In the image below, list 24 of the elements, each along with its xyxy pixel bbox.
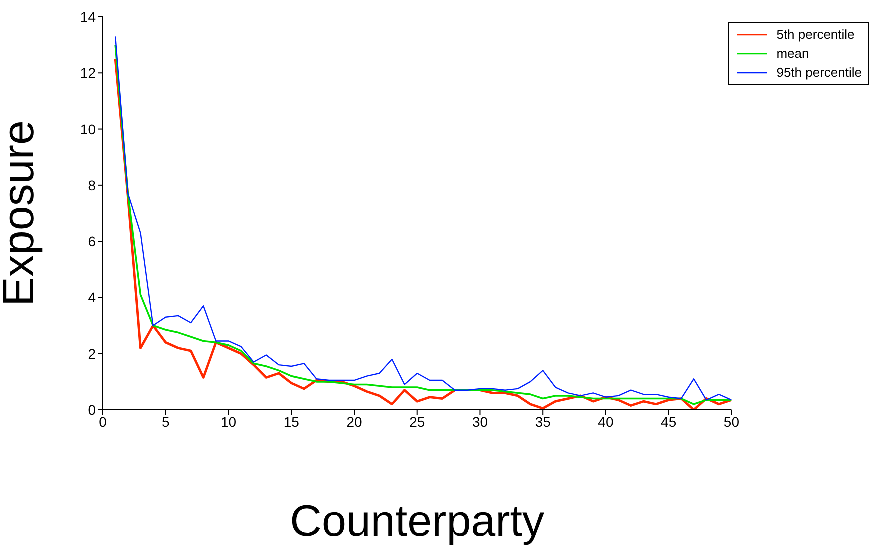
x-tick-label: 50 xyxy=(724,414,740,430)
y-axis-title: Exposure xyxy=(0,120,44,306)
y-tick-label: 4 xyxy=(88,290,96,306)
legend-label: 5th percentile xyxy=(776,27,855,42)
y-tick-label: 14 xyxy=(80,8,96,25)
y-tick-label: 6 xyxy=(88,234,96,250)
y-tick-label: 2 xyxy=(88,346,96,362)
y-tick-label: 10 xyxy=(80,121,96,138)
x-tick-label: 40 xyxy=(598,414,614,430)
x-tick-label: 30 xyxy=(472,414,488,430)
x-tick-label: 0 xyxy=(99,414,108,430)
x-tick-label: 15 xyxy=(284,414,300,430)
x-axis-title: Counterparty xyxy=(290,497,545,546)
x-tick-label: 5 xyxy=(162,414,170,430)
y-tick-label: 0 xyxy=(88,402,96,418)
x-tick-label: 10 xyxy=(220,414,237,430)
x-tick-label: 25 xyxy=(410,414,426,430)
x-tick-label: 20 xyxy=(346,414,362,430)
x-tick-label: 35 xyxy=(535,414,552,430)
x-tick-label: 45 xyxy=(661,414,677,430)
legend-label: mean xyxy=(776,46,810,61)
y-tick-label: 12 xyxy=(80,65,96,82)
legend-label: 95th percentile xyxy=(776,65,862,80)
y-tick-label: 8 xyxy=(88,177,96,194)
